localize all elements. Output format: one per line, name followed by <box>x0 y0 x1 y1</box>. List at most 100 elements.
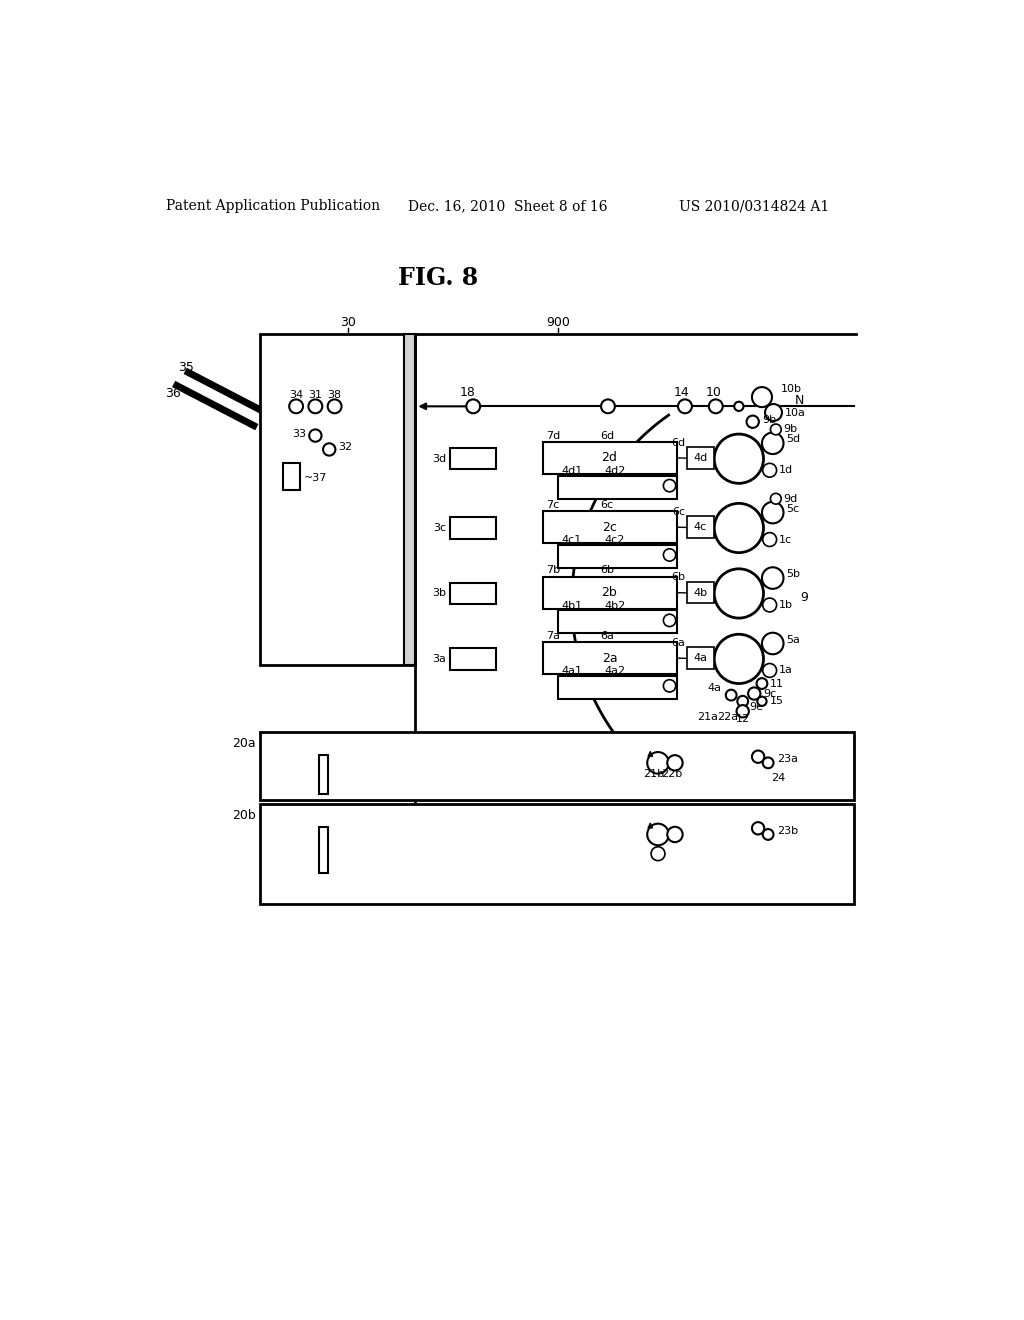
Text: 4b2: 4b2 <box>604 601 626 611</box>
Text: 22b: 22b <box>662 770 682 779</box>
Circle shape <box>752 822 764 834</box>
Text: 6c: 6c <box>600 500 613 510</box>
Circle shape <box>763 463 776 477</box>
Text: 36: 36 <box>165 387 181 400</box>
Text: 6d: 6d <box>600 430 614 441</box>
Text: 4d2: 4d2 <box>604 466 626 477</box>
Text: 4a: 4a <box>708 684 722 693</box>
Circle shape <box>726 690 736 701</box>
Bar <box>543 577 677 609</box>
Text: 31: 31 <box>308 389 323 400</box>
Circle shape <box>734 401 743 411</box>
Circle shape <box>763 664 776 677</box>
Circle shape <box>323 444 336 455</box>
Text: 7a: 7a <box>547 631 560 640</box>
Bar <box>558 676 677 700</box>
Text: FIG. 8: FIG. 8 <box>398 265 478 290</box>
Circle shape <box>749 688 761 700</box>
Text: 7d: 7d <box>547 430 560 441</box>
Circle shape <box>714 635 764 684</box>
Text: 1d: 1d <box>779 465 793 475</box>
Circle shape <box>678 400 692 413</box>
Circle shape <box>601 400 614 413</box>
Text: 7c: 7c <box>547 500 559 510</box>
Text: 9e: 9e <box>749 702 763 711</box>
Text: 12: 12 <box>735 714 750 723</box>
Bar <box>558 475 677 499</box>
Circle shape <box>668 755 683 771</box>
Text: 7b: 7b <box>547 565 560 576</box>
Circle shape <box>714 503 764 553</box>
Bar <box>260 804 854 904</box>
Circle shape <box>765 404 782 421</box>
Circle shape <box>763 533 776 546</box>
Bar <box>543 442 677 474</box>
Circle shape <box>770 494 781 504</box>
Text: 5b: 5b <box>785 569 800 579</box>
Text: 4c2: 4c2 <box>604 536 625 545</box>
Text: US 2010/0314824 A1: US 2010/0314824 A1 <box>679 199 829 213</box>
Text: 1c: 1c <box>779 535 792 545</box>
Text: 900: 900 <box>546 315 569 329</box>
Text: 3d: 3d <box>432 454 446 463</box>
Text: 23b: 23b <box>777 825 799 836</box>
Text: 14: 14 <box>673 385 689 399</box>
Text: 38: 38 <box>328 389 342 400</box>
Text: 9b: 9b <box>782 425 797 434</box>
Text: 30: 30 <box>340 315 355 329</box>
Text: 2c: 2c <box>602 520 616 533</box>
Text: 4c: 4c <box>693 523 707 532</box>
Text: 9: 9 <box>801 591 808 603</box>
Bar <box>260 334 416 665</box>
Text: 4d: 4d <box>693 453 708 463</box>
Circle shape <box>466 400 480 413</box>
Circle shape <box>758 697 767 706</box>
Bar <box>319 755 329 793</box>
Bar <box>260 733 854 800</box>
Text: 3b: 3b <box>432 589 446 598</box>
Text: Dec. 16, 2010  Sheet 8 of 16: Dec. 16, 2010 Sheet 8 of 16 <box>409 199 607 213</box>
Text: 4b1: 4b1 <box>562 601 583 611</box>
Text: 6c: 6c <box>672 507 685 517</box>
Text: 35: 35 <box>178 362 194 375</box>
Circle shape <box>752 387 772 407</box>
Text: 9c: 9c <box>764 689 777 698</box>
Text: 1a: 1a <box>779 665 793 676</box>
Text: 4b: 4b <box>693 587 708 598</box>
Text: 10b: 10b <box>781 384 802 395</box>
Text: 6b: 6b <box>600 565 614 576</box>
Text: 6a: 6a <box>600 631 614 640</box>
Circle shape <box>770 424 781 434</box>
Text: 2a: 2a <box>602 652 617 665</box>
Circle shape <box>664 479 676 492</box>
Text: 24: 24 <box>771 774 785 783</box>
Circle shape <box>762 632 783 655</box>
Circle shape <box>762 568 783 589</box>
Circle shape <box>736 705 749 718</box>
Text: 3a: 3a <box>432 653 446 664</box>
Text: N: N <box>795 393 804 407</box>
Text: 23a: 23a <box>777 754 799 764</box>
Bar <box>543 511 677 544</box>
Circle shape <box>647 752 669 774</box>
Text: 9b: 9b <box>762 416 776 425</box>
Text: 32: 32 <box>339 442 352 453</box>
Text: 4a1: 4a1 <box>562 667 583 676</box>
Bar <box>451 447 497 470</box>
Text: 4a2: 4a2 <box>604 667 626 676</box>
Circle shape <box>763 829 773 840</box>
Circle shape <box>709 400 723 413</box>
Circle shape <box>762 433 783 454</box>
Circle shape <box>651 847 665 861</box>
Circle shape <box>762 502 783 524</box>
Text: 2d: 2d <box>601 451 617 465</box>
Circle shape <box>668 826 683 842</box>
Circle shape <box>714 569 764 618</box>
Text: 5a: 5a <box>785 635 800 644</box>
Bar <box>319 826 329 873</box>
Text: 9d: 9d <box>782 494 797 504</box>
Text: 6a: 6a <box>671 638 685 648</box>
Bar <box>558 610 677 634</box>
Text: ~37: ~37 <box>304 473 328 483</box>
Text: 21b: 21b <box>644 770 665 779</box>
